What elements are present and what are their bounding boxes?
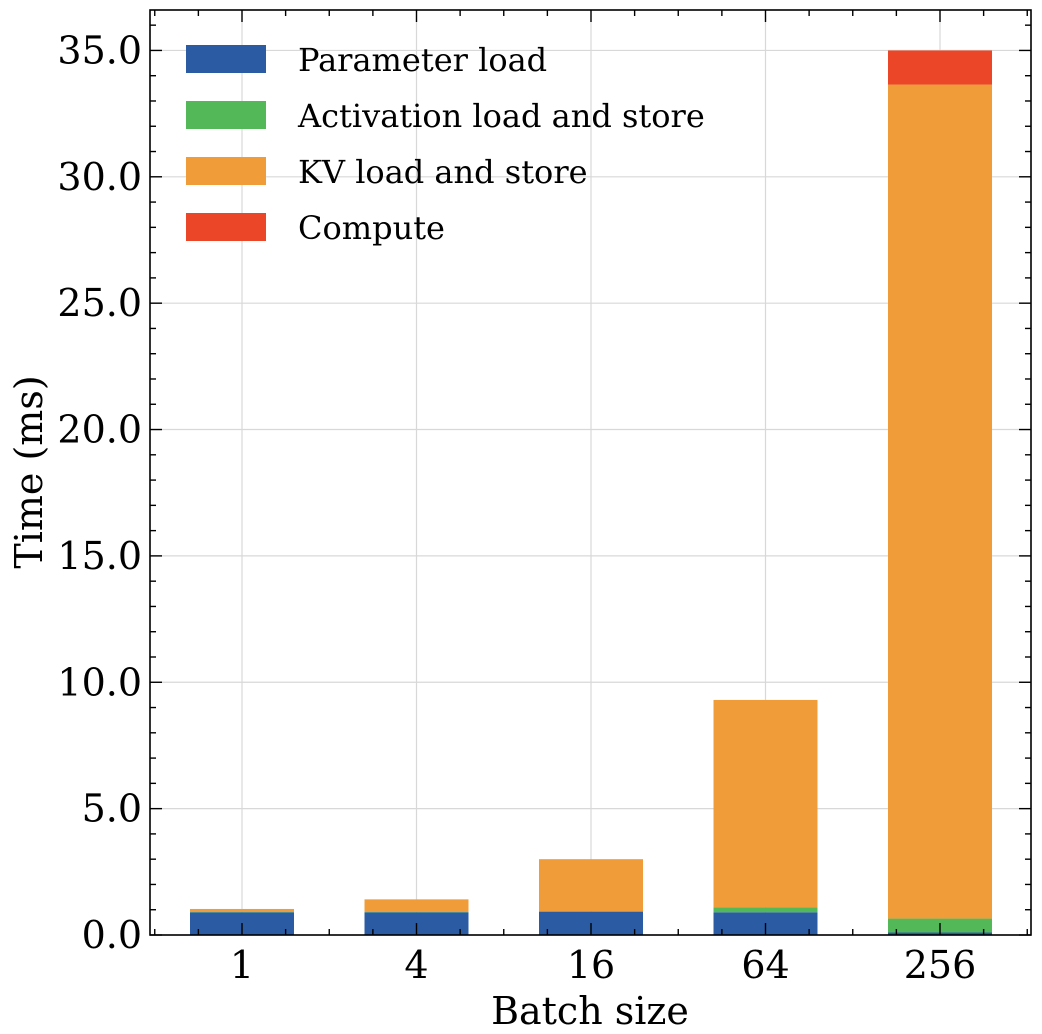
y-tick-label: 0.0 <box>82 913 142 957</box>
x-axis-label: Batch size <box>491 989 689 1033</box>
bar-segment <box>713 907 818 913</box>
bars <box>190 50 992 935</box>
plot-frame <box>149 9 1032 936</box>
y-tick-label: 20.0 <box>57 408 142 452</box>
legend-swatch <box>186 157 266 185</box>
bar-segment <box>888 50 992 85</box>
y-tick-label: 25.0 <box>57 281 142 325</box>
legend-label: Compute <box>298 209 445 247</box>
legend: Parameter load Activation load and store K… <box>186 41 705 247</box>
x-tick-label: 16 <box>567 943 615 987</box>
y-tick-label: 15.0 <box>57 534 142 578</box>
legend-label: KV load and store <box>298 153 588 191</box>
y-axis-label: Time (ms) <box>7 375 51 568</box>
y-tick-label: 30.0 <box>57 155 142 199</box>
x-tick-label: 1 <box>230 943 254 987</box>
x-tick-labels: 1 4 16 64 256 <box>230 943 976 987</box>
y-tick-label: 5.0 <box>82 787 142 831</box>
bar-segment <box>539 910 643 912</box>
legend-swatch <box>186 213 266 241</box>
y-tick-label: 10.0 <box>57 660 142 704</box>
legend-swatch <box>186 101 266 129</box>
x-tick-label: 256 <box>904 943 977 987</box>
x-tick-label: 64 <box>741 943 789 987</box>
bar-segment <box>888 84 992 919</box>
x-tick-label: 4 <box>404 943 428 987</box>
bar-segment <box>539 859 643 911</box>
legend-label: Parameter load <box>298 41 547 79</box>
bar-segment <box>713 699 818 908</box>
y-tick-label: 35.0 <box>57 28 142 72</box>
legend-label: Activation load and store <box>297 97 705 135</box>
legend-swatch <box>186 45 266 73</box>
y-tick-labels: 0.0 5.0 10.0 15.0 20.0 25.0 30.0 35.0 <box>57 28 142 957</box>
bar-segment <box>190 908 294 913</box>
bar-segment <box>364 899 469 913</box>
